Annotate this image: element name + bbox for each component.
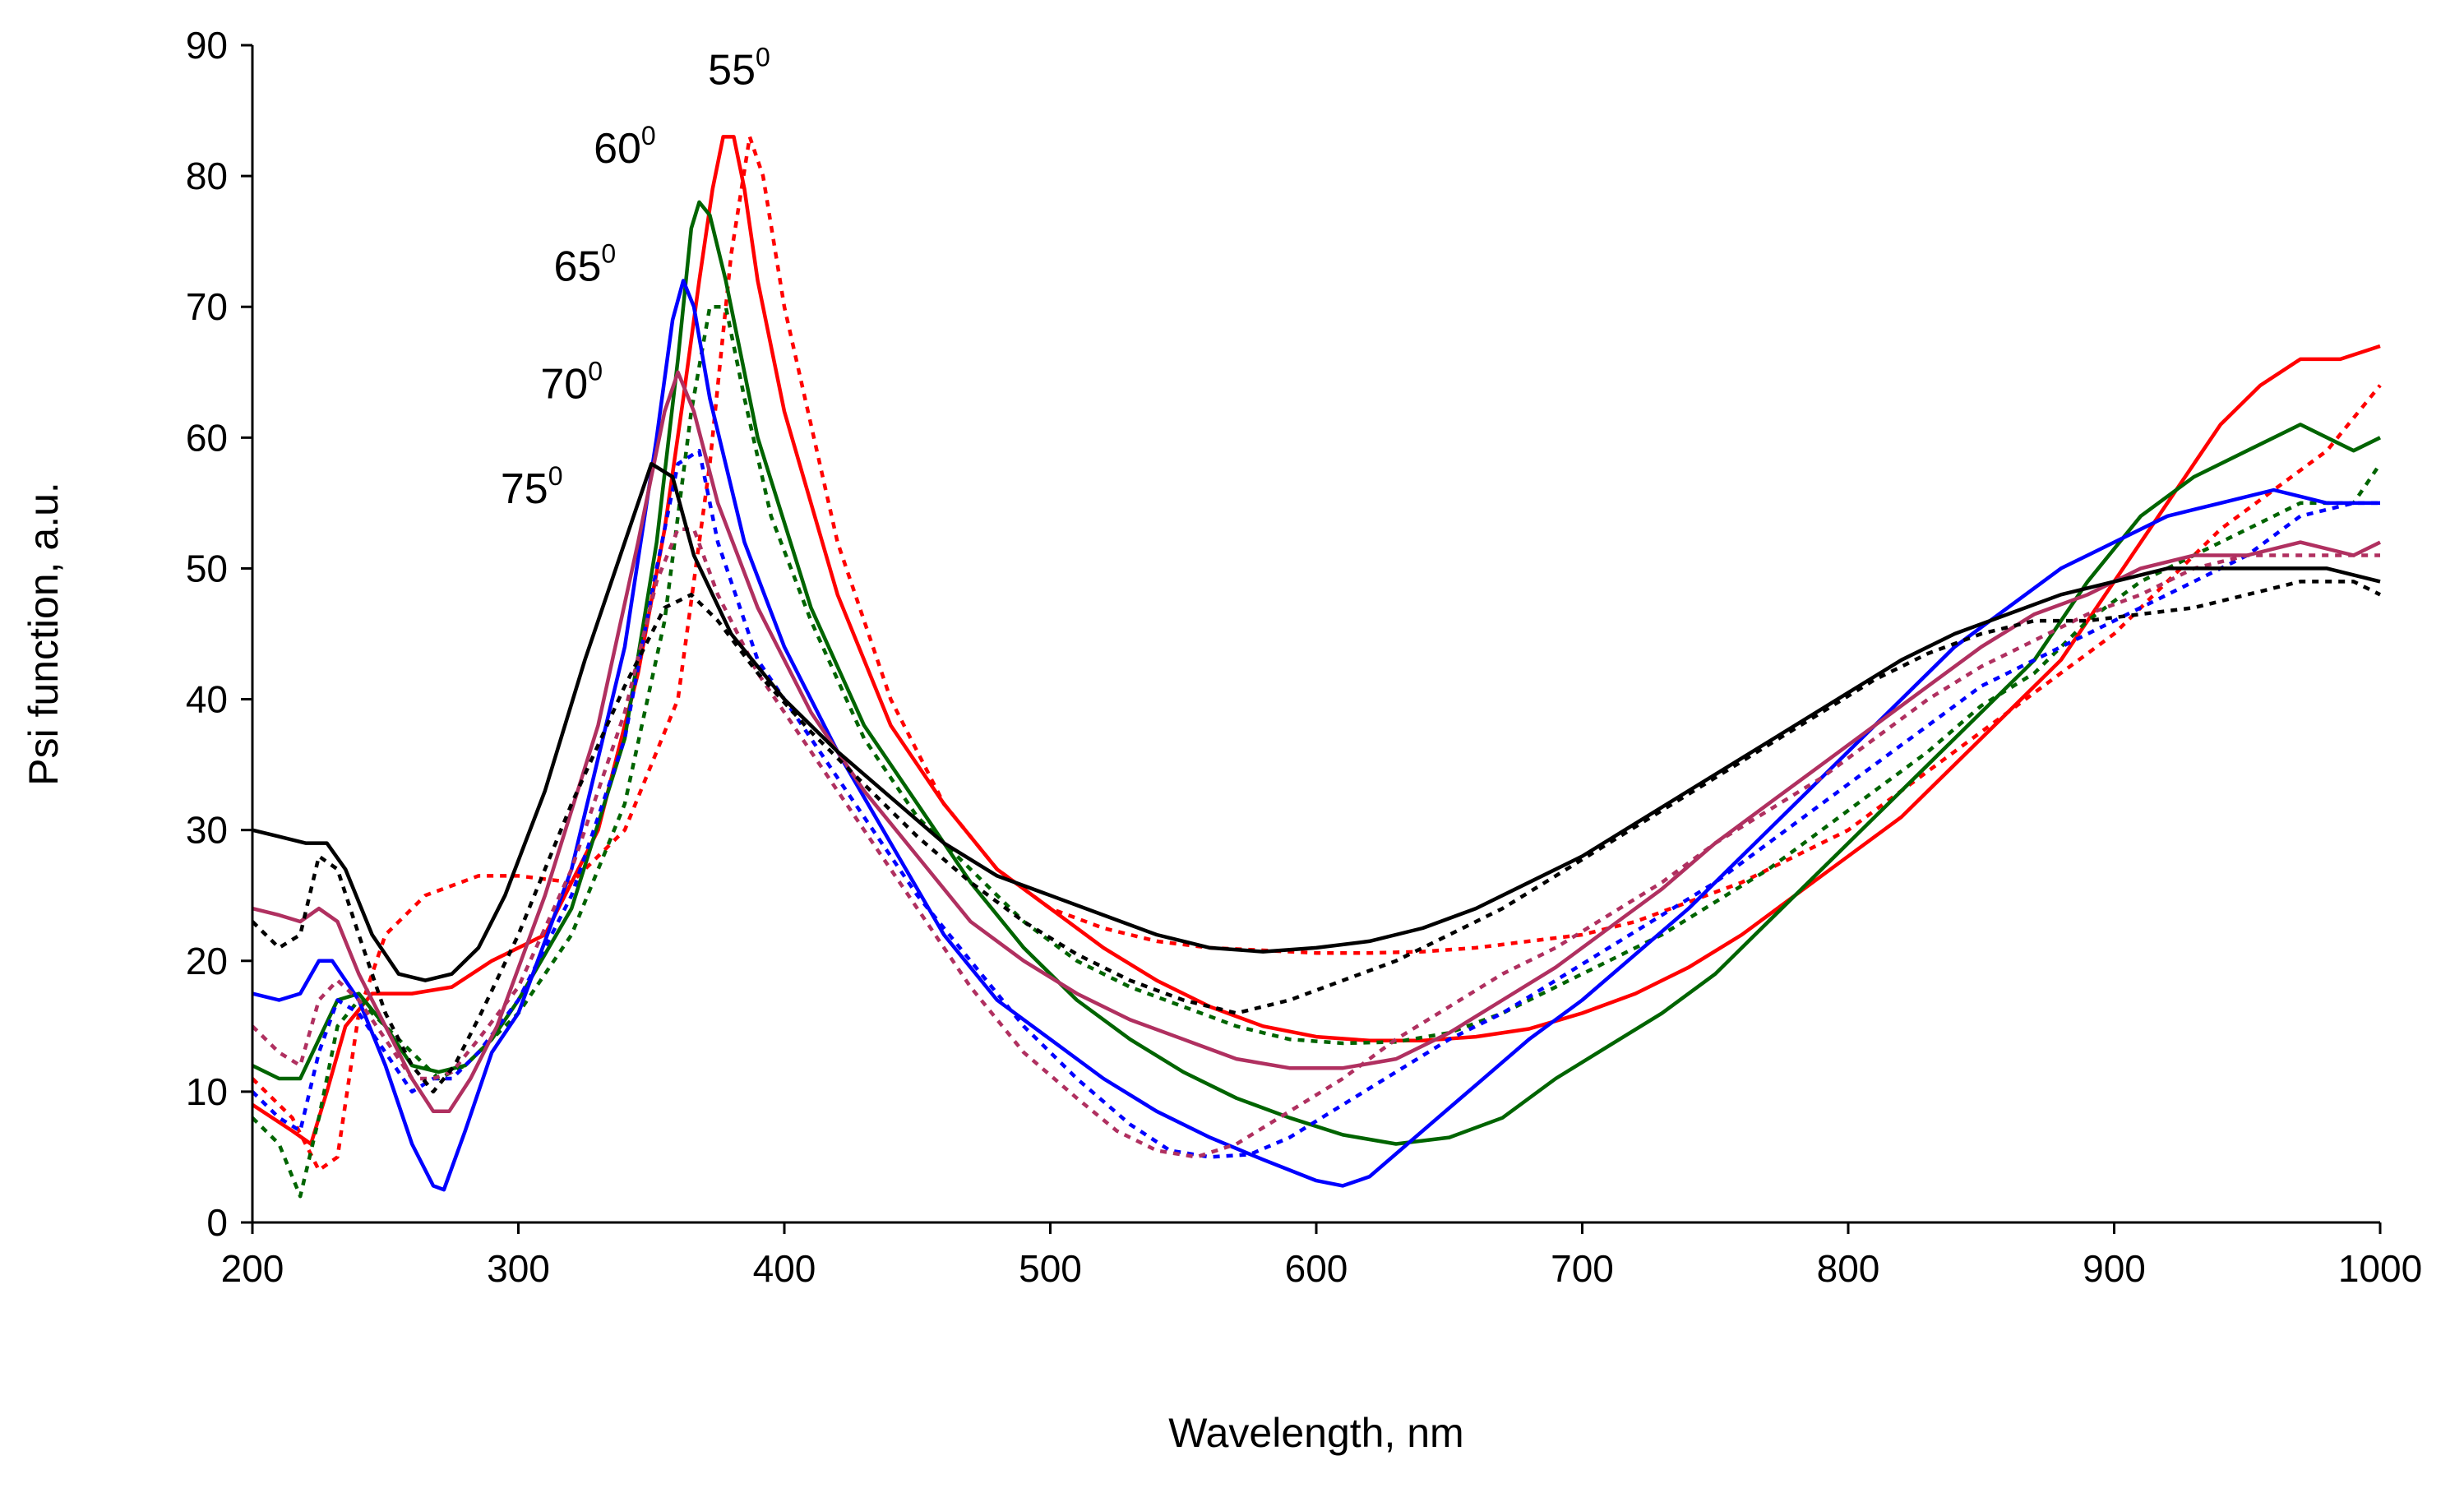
angle-value: 70 xyxy=(540,361,588,409)
x-tick-label: 500 xyxy=(1019,1247,1082,1290)
angle-label-60: 600 xyxy=(594,121,656,173)
y-axis-title: Psi function, a.u. xyxy=(21,482,67,786)
plot-lines xyxy=(251,135,2382,1199)
y-tick-label: 0 xyxy=(206,1201,228,1244)
y-tick-label: 40 xyxy=(186,678,228,721)
x-tick-label: 400 xyxy=(753,1247,816,1290)
series-line-55-solid xyxy=(251,135,2381,1146)
y-tick-label: 60 xyxy=(186,416,228,459)
x-tick-label: 800 xyxy=(1817,1247,1880,1290)
series-line-65-dotted xyxy=(251,448,2380,1159)
series-line-60-dotted xyxy=(251,304,2382,1199)
angle-degree-sup: 0 xyxy=(601,238,616,268)
angle-degree-sup: 0 xyxy=(756,43,770,72)
angle-label-70: 700 xyxy=(540,357,603,409)
y-tick-label: 70 xyxy=(186,285,228,328)
axes xyxy=(251,45,2380,1224)
angle-label-55: 550 xyxy=(708,43,770,95)
angle-value: 60 xyxy=(594,125,641,173)
x-tick-label: 200 xyxy=(221,1247,284,1290)
y-tick-label: 10 xyxy=(186,1070,228,1113)
angle-value: 75 xyxy=(501,465,548,513)
angle-value: 65 xyxy=(554,243,602,290)
y-tick-label: 30 xyxy=(186,809,228,852)
angle-value: 55 xyxy=(708,47,756,95)
angle-label-75: 750 xyxy=(501,461,563,513)
angle-degree-sup: 0 xyxy=(641,121,656,150)
series-line-75-solid xyxy=(252,461,2381,982)
x-tick-label: 600 xyxy=(1285,1247,1348,1290)
x-tick-label: 700 xyxy=(1551,1247,1614,1290)
y-tick-label: 80 xyxy=(186,155,228,197)
y-tick-label: 50 xyxy=(186,547,228,589)
y-tick-label: 20 xyxy=(186,940,228,982)
series-line-65-solid xyxy=(252,279,2380,1192)
ticks: 200 300 400 500 600 700 800 900 1000010203040506… xyxy=(186,24,2422,1290)
y-tick-label: 90 xyxy=(186,24,228,67)
series-line-75-dotted xyxy=(251,580,2381,1094)
x-axis-title: Wavelength, nm xyxy=(1168,1410,1463,1456)
x-tick-label: 300 xyxy=(487,1247,550,1290)
series-line-70-dotted xyxy=(251,527,2380,1159)
x-tick-label: 900 xyxy=(2083,1247,2146,1290)
series-line-55-dotted xyxy=(251,135,2382,1172)
series-line-70-solid xyxy=(252,370,2381,1114)
angle-degree-sup: 0 xyxy=(548,461,563,491)
angle-label-65: 650 xyxy=(554,238,617,290)
angle-degree-sup: 0 xyxy=(588,357,603,386)
x-tick-label: 1000 xyxy=(2338,1247,2422,1290)
